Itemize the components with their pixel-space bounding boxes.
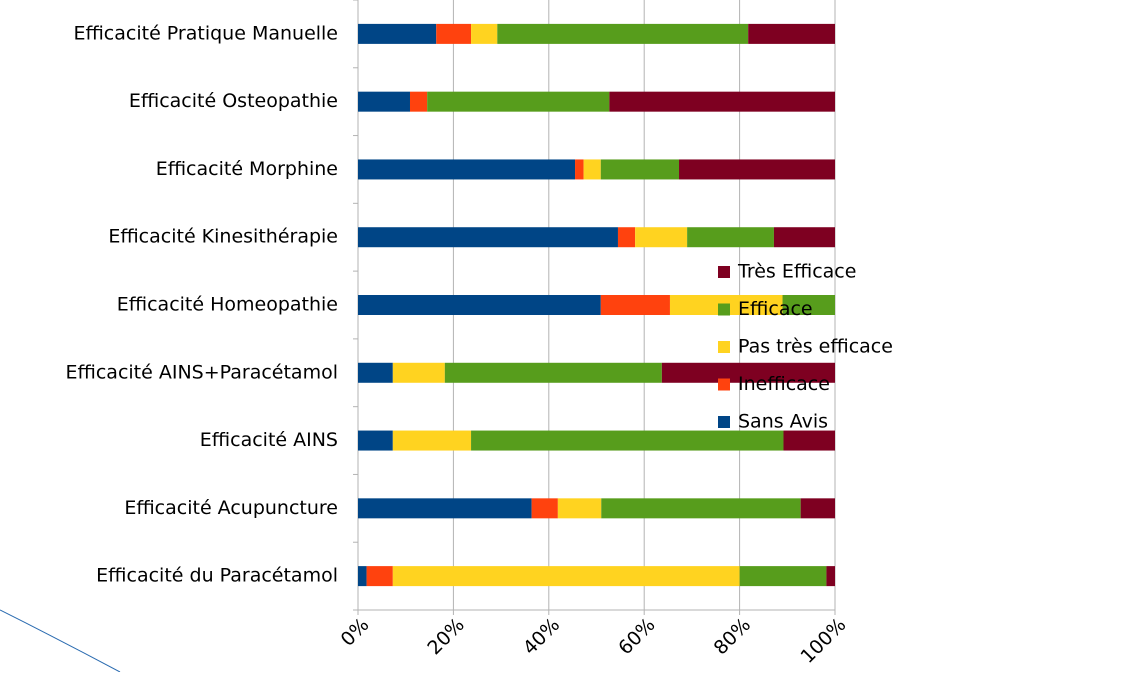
decor-arc bbox=[0, 609, 121, 673]
legend-swatch bbox=[718, 416, 730, 428]
legend-swatch bbox=[718, 378, 730, 391]
y-tick-label: Efficacité AINS+Paracétamol bbox=[65, 361, 338, 383]
y-tick-label: Efficacité Acupuncture bbox=[124, 497, 338, 519]
legend-label: Inefficace bbox=[738, 373, 830, 395]
bar-segment bbox=[583, 159, 601, 180]
legend-swatch bbox=[718, 341, 730, 353]
bar-segment bbox=[497, 23, 749, 44]
legend-label: Sans Avis bbox=[738, 411, 828, 433]
bar-segment bbox=[392, 430, 472, 451]
bar-segment bbox=[661, 362, 835, 383]
bar-segment bbox=[358, 566, 367, 587]
bar-segment bbox=[471, 430, 784, 451]
bar-segment bbox=[444, 362, 662, 383]
y-tick-label: Efficacité Pratique Manuelle bbox=[73, 22, 338, 44]
bar-segment bbox=[609, 91, 835, 112]
bar-segment bbox=[575, 159, 584, 180]
bar-segment bbox=[392, 566, 740, 587]
bar-segment bbox=[826, 566, 835, 587]
legend-label: Pas très efficace bbox=[738, 336, 893, 358]
legend-label: Très Efficace bbox=[737, 261, 856, 283]
legend-swatch bbox=[718, 303, 730, 316]
y-tick-label: Efficacité Morphine bbox=[156, 158, 338, 180]
x-tick-label: 100% bbox=[796, 614, 850, 668]
bar-segment bbox=[782, 295, 835, 315]
y-tick-label: Efficacité AINS bbox=[200, 429, 338, 451]
y-tick-label: Efficacité Osteopathie bbox=[129, 90, 338, 112]
bar-segment bbox=[392, 362, 445, 383]
bar-segment bbox=[358, 91, 410, 112]
x-tick-label: 60% bbox=[614, 614, 659, 659]
bar-segment bbox=[358, 295, 601, 315]
bar-segment bbox=[800, 498, 835, 519]
bar-segment bbox=[679, 159, 835, 180]
bar-segment bbox=[427, 91, 610, 112]
bar-segment bbox=[600, 159, 680, 180]
bar-segment bbox=[471, 23, 498, 44]
bar-segment bbox=[783, 430, 835, 451]
bar-segment bbox=[773, 227, 835, 248]
bar-segment bbox=[358, 23, 437, 44]
legend-label: Efficace bbox=[738, 298, 813, 320]
bar-segment bbox=[358, 227, 618, 248]
bar-segment bbox=[739, 566, 827, 587]
bar-segment bbox=[600, 295, 670, 315]
x-tick-label: 80% bbox=[710, 614, 755, 659]
bar-segment bbox=[687, 227, 774, 248]
x-tick-label: 0% bbox=[337, 614, 374, 651]
bar-segment bbox=[557, 498, 602, 519]
y-tick-label: Efficacité du Paracétamol bbox=[96, 565, 338, 587]
bar-segment bbox=[358, 498, 532, 519]
bar-segment bbox=[358, 430, 393, 451]
bar-segment bbox=[409, 91, 428, 112]
bar-segment bbox=[601, 498, 801, 519]
bar-segment bbox=[436, 23, 472, 44]
y-tick-label: Efficacité Homeopathie bbox=[117, 294, 338, 316]
x-tick-label: 40% bbox=[519, 614, 564, 659]
bar-segment bbox=[358, 159, 576, 180]
bar-segment bbox=[617, 227, 636, 248]
y-tick-label: Efficacité Kinesithérapie bbox=[108, 226, 338, 248]
bar-segment bbox=[366, 566, 393, 587]
x-tick-label: 20% bbox=[423, 614, 468, 659]
legend-swatch bbox=[718, 266, 730, 278]
bar-segment bbox=[635, 227, 688, 248]
bar-segment bbox=[358, 362, 393, 383]
bar-segment bbox=[748, 23, 835, 44]
bar-segment bbox=[531, 498, 558, 519]
